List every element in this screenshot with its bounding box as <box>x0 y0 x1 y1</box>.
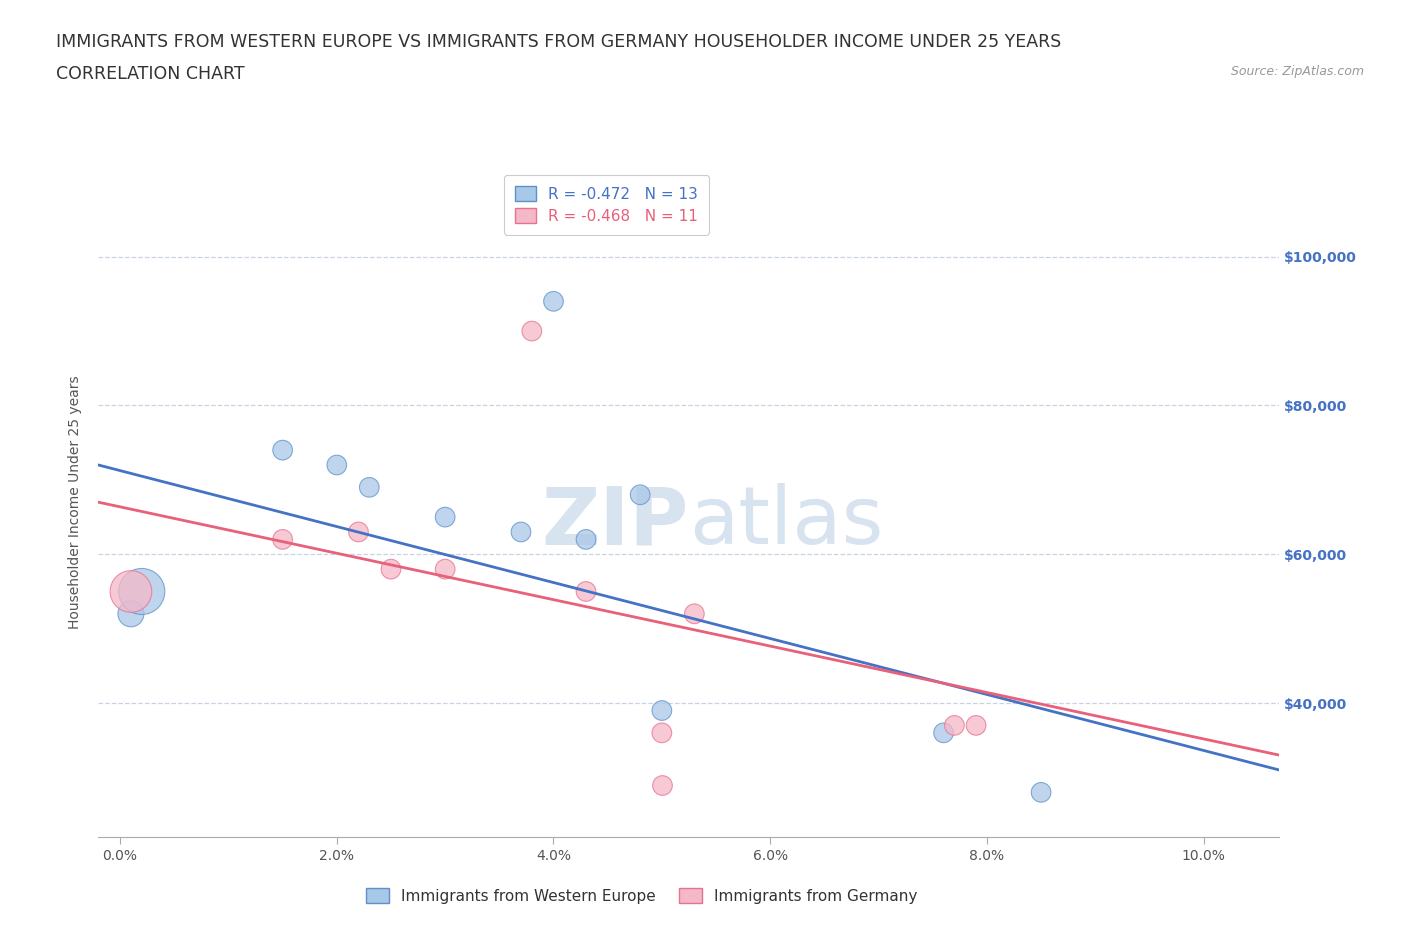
Text: Source: ZipAtlas.com: Source: ZipAtlas.com <box>1230 65 1364 78</box>
Point <box>347 525 370 539</box>
Legend: Immigrants from Western Europe, Immigrants from Germany: Immigrants from Western Europe, Immigran… <box>360 882 924 910</box>
Point <box>380 562 402 577</box>
Point <box>651 777 673 792</box>
Point <box>120 606 142 621</box>
Point <box>651 703 673 718</box>
Point <box>628 487 651 502</box>
Point <box>271 443 294 458</box>
Point <box>575 584 598 599</box>
Text: IMMIGRANTS FROM WESTERN EUROPE VS IMMIGRANTS FROM GERMANY HOUSEHOLDER INCOME UND: IMMIGRANTS FROM WESTERN EUROPE VS IMMIGR… <box>56 33 1062 50</box>
Text: atlas: atlas <box>689 484 883 562</box>
Point <box>943 718 966 733</box>
Point <box>434 510 457 525</box>
Point <box>1029 785 1052 800</box>
Point <box>965 718 987 733</box>
Point <box>651 725 673 740</box>
Text: ZIP: ZIP <box>541 484 689 562</box>
Point <box>575 532 598 547</box>
Point <box>683 606 706 621</box>
Point <box>543 294 565 309</box>
Point <box>326 458 349 472</box>
Point <box>510 525 533 539</box>
Point <box>131 584 153 599</box>
Point <box>271 532 294 547</box>
Point <box>120 584 142 599</box>
Point <box>520 324 543 339</box>
Y-axis label: Householder Income Under 25 years: Householder Income Under 25 years <box>69 376 83 629</box>
Point <box>932 725 955 740</box>
Point <box>434 562 457 577</box>
Point <box>359 480 381 495</box>
Text: CORRELATION CHART: CORRELATION CHART <box>56 65 245 83</box>
